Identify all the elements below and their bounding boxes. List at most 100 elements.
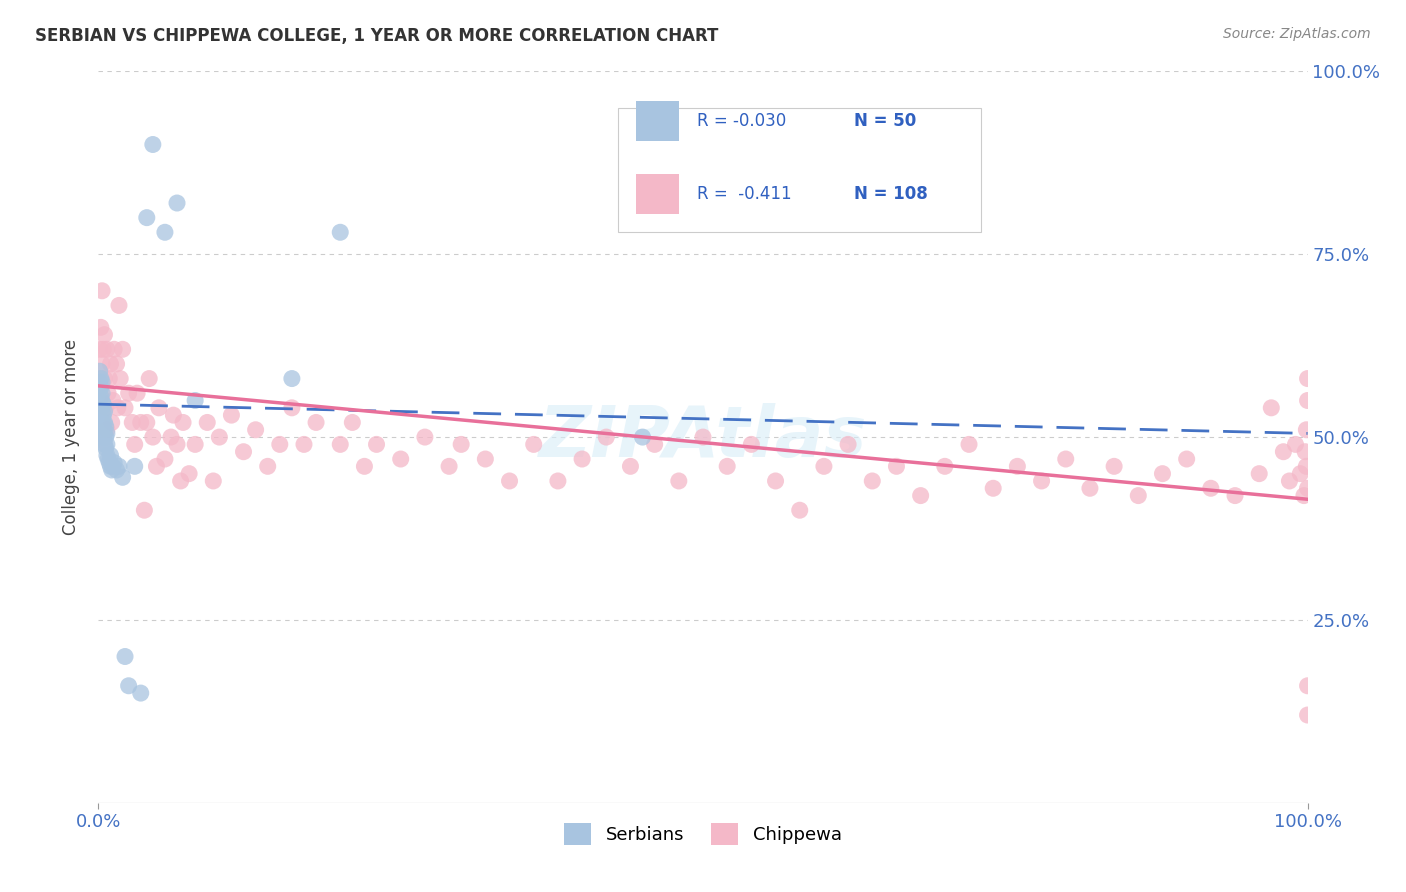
- Point: [886, 459, 908, 474]
- Point: [91, 386, 114, 401]
- Point: [245, 423, 267, 437]
- Point: [1294, 444, 1316, 458]
- Point: [91, 430, 114, 444]
- Point: [100, 448, 122, 462]
- Point: [366, 437, 388, 451]
- Point: [1249, 467, 1271, 481]
- Text: N = 108: N = 108: [855, 185, 928, 202]
- Point: [148, 401, 170, 415]
- Point: [97, 386, 120, 401]
- Point: [96, 423, 118, 437]
- Point: [474, 452, 496, 467]
- Point: [1152, 467, 1174, 481]
- Point: [957, 437, 980, 451]
- Point: [1128, 489, 1150, 503]
- Point: [111, 470, 134, 484]
- Point: [94, 401, 117, 415]
- Point: [153, 452, 176, 467]
- Point: [118, 386, 141, 401]
- Point: [100, 357, 122, 371]
- Point: [98, 371, 121, 385]
- Point: [789, 503, 811, 517]
- Point: [89, 376, 111, 390]
- Point: [305, 416, 328, 430]
- Point: [413, 430, 436, 444]
- Point: [90, 320, 112, 334]
- Point: [90, 371, 112, 385]
- Point: [91, 419, 114, 434]
- Point: [90, 390, 112, 404]
- Point: [105, 463, 128, 477]
- Point: [114, 401, 136, 415]
- Point: [1007, 459, 1029, 474]
- Point: [134, 503, 156, 517]
- Bar: [637, 101, 679, 141]
- Point: [142, 430, 165, 444]
- Point: [342, 416, 364, 430]
- Point: [93, 404, 115, 418]
- Point: [1102, 459, 1125, 474]
- Point: [752, 196, 775, 211]
- Point: [668, 474, 690, 488]
- Point: [523, 437, 546, 451]
- Bar: [637, 174, 679, 214]
- Point: [91, 416, 114, 430]
- Text: R = -0.030: R = -0.030: [697, 112, 786, 129]
- Point: [91, 357, 114, 371]
- Point: [142, 137, 165, 152]
- Point: [91, 343, 114, 357]
- Point: [93, 416, 115, 430]
- Point: [1223, 489, 1246, 503]
- Point: [91, 404, 114, 418]
- Point: [91, 395, 114, 409]
- Point: [450, 437, 472, 451]
- Point: [813, 459, 835, 474]
- Point: [100, 463, 122, 477]
- Point: [1199, 481, 1222, 495]
- Point: [93, 371, 115, 385]
- FancyBboxPatch shape: [619, 108, 981, 232]
- Point: [90, 371, 112, 385]
- Point: [740, 437, 762, 451]
- Point: [100, 416, 122, 430]
- Point: [619, 459, 641, 474]
- Point: [93, 437, 115, 451]
- Point: [108, 459, 131, 474]
- Point: [232, 444, 254, 458]
- Point: [107, 401, 129, 415]
- Point: [101, 459, 124, 474]
- Point: [1289, 467, 1312, 481]
- Point: [981, 481, 1004, 495]
- Text: N = 50: N = 50: [855, 112, 917, 129]
- Point: [269, 437, 291, 451]
- Point: [94, 441, 117, 455]
- Legend: Serbians, Chippewa: Serbians, Chippewa: [557, 816, 849, 852]
- Point: [571, 452, 593, 467]
- Point: [103, 343, 125, 357]
- Point: [172, 416, 194, 430]
- Point: [129, 686, 152, 700]
- Point: [101, 393, 124, 408]
- Point: [166, 437, 188, 451]
- Point: [281, 401, 304, 415]
- Point: [91, 284, 114, 298]
- Point: [1054, 452, 1077, 467]
- Text: Source: ZipAtlas.com: Source: ZipAtlas.com: [1223, 27, 1371, 41]
- Point: [91, 376, 114, 390]
- Point: [860, 474, 883, 488]
- Point: [91, 397, 114, 411]
- Point: [692, 430, 714, 444]
- Point: [96, 437, 118, 451]
- Point: [547, 474, 569, 488]
- Point: [129, 416, 152, 430]
- Text: R =  -0.411: R = -0.411: [697, 185, 792, 202]
- Point: [89, 343, 111, 357]
- Point: [208, 430, 231, 444]
- Point: [162, 408, 184, 422]
- Point: [103, 456, 125, 470]
- Point: [97, 452, 120, 467]
- Point: [91, 408, 114, 422]
- Text: SERBIAN VS CHIPPEWA COLLEGE, 1 YEAR OR MORE CORRELATION CHART: SERBIAN VS CHIPPEWA COLLEGE, 1 YEAR OR M…: [35, 27, 718, 45]
- Point: [179, 467, 201, 481]
- Point: [910, 489, 932, 503]
